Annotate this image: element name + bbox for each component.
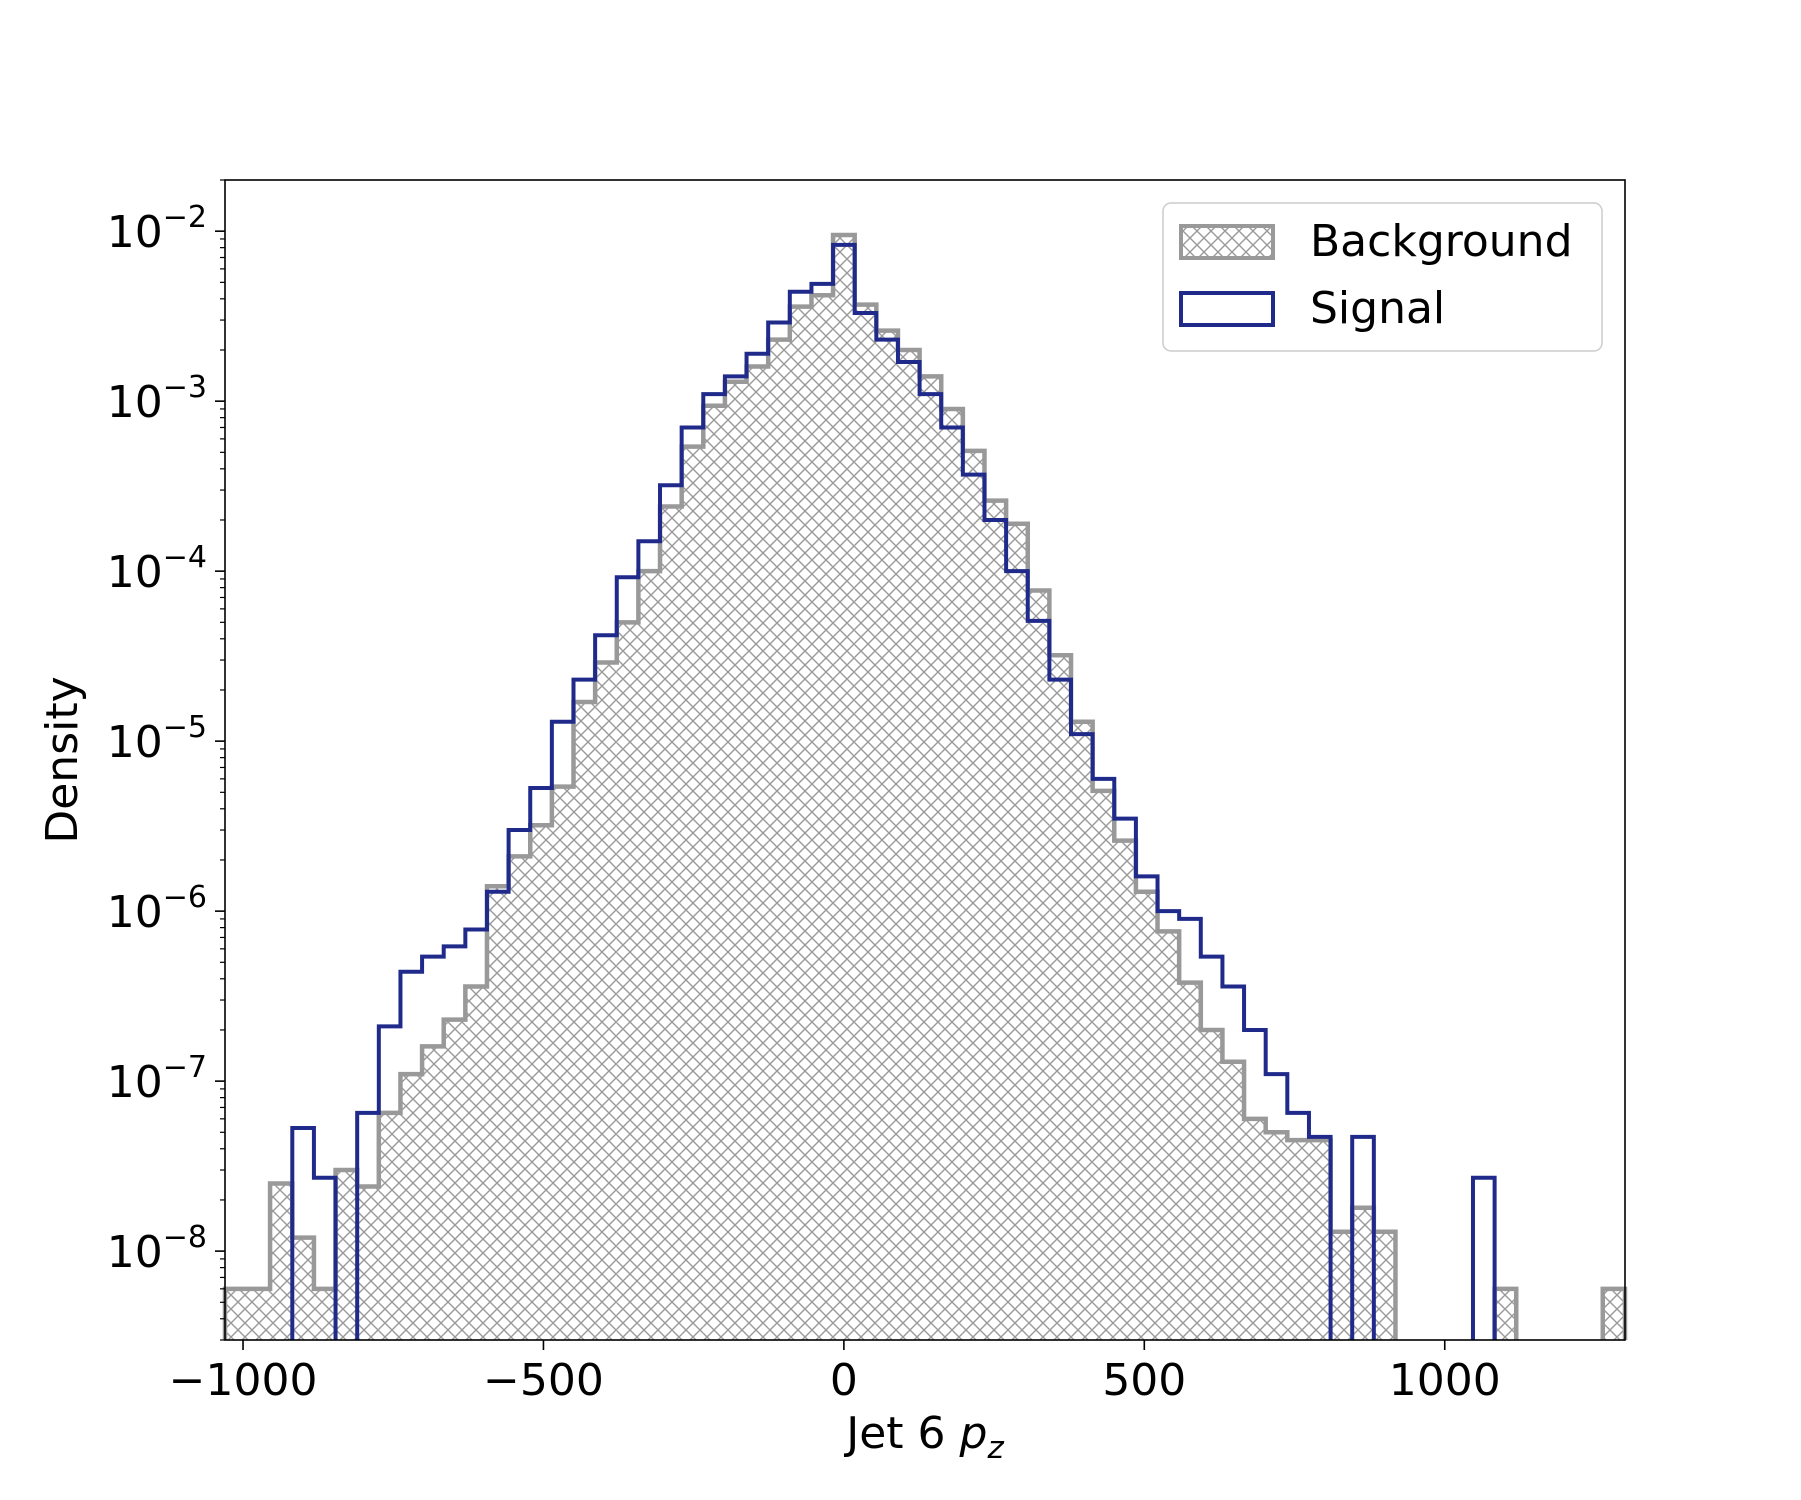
x-axis-ticks: −1000 −500 0 500 1000 bbox=[169, 1340, 1501, 1406]
background-bar bbox=[616, 622, 639, 1340]
background-bar bbox=[1071, 721, 1093, 1340]
background-bar bbox=[530, 825, 552, 1340]
background-bar bbox=[1373, 1231, 1396, 1340]
background-histogram bbox=[222, 232, 1628, 1341]
background-bar bbox=[335, 1170, 358, 1340]
background-bar bbox=[1092, 790, 1115, 1340]
background-bar bbox=[422, 1046, 444, 1340]
x-tick-label: 500 bbox=[1102, 1355, 1186, 1406]
background-bar bbox=[811, 295, 834, 1340]
x-axis-label: Jet 6 pz bbox=[843, 1408, 1004, 1466]
background-bar bbox=[681, 446, 704, 1341]
background-bar bbox=[1352, 1207, 1374, 1340]
background-bar bbox=[897, 349, 920, 1340]
y-tick-label: 10−2 bbox=[107, 200, 207, 258]
background-bar bbox=[378, 1112, 401, 1340]
background-bar bbox=[292, 1237, 314, 1340]
background-bar bbox=[1494, 1288, 1517, 1340]
background-bar bbox=[313, 1288, 336, 1340]
background-bar bbox=[1006, 523, 1028, 1340]
y-axis-ticks: 10−8 10−7 10−6 10−5 10−4 10−3 10−2 bbox=[107, 179, 225, 1341]
background-bar bbox=[1602, 1288, 1625, 1340]
y-tick-label: 10−8 bbox=[107, 1220, 207, 1278]
background-bar bbox=[660, 506, 682, 1341]
background-bar bbox=[270, 1183, 293, 1340]
background-bar bbox=[962, 450, 985, 1340]
background-bar bbox=[1027, 590, 1050, 1340]
background-bar bbox=[357, 1186, 379, 1340]
background-bar bbox=[1287, 1140, 1309, 1340]
background-bar bbox=[941, 408, 963, 1340]
y-tick-label: 10−3 bbox=[107, 370, 207, 428]
plot-frame bbox=[224, 179, 1626, 1341]
background-bar bbox=[1222, 1061, 1245, 1340]
background-bar bbox=[1330, 1231, 1353, 1340]
background-bar bbox=[833, 234, 855, 1341]
background-bar bbox=[508, 856, 531, 1340]
background-bar bbox=[486, 886, 509, 1340]
background-bar bbox=[746, 366, 769, 1340]
x-tick-label: −1000 bbox=[169, 1355, 318, 1406]
y-tick-label: 10−6 bbox=[107, 880, 207, 938]
background-bar bbox=[703, 405, 725, 1340]
background-bar bbox=[595, 662, 617, 1340]
legend-swatch-signal bbox=[1179, 291, 1275, 327]
background-bar bbox=[768, 339, 790, 1340]
x-tick-label: 1000 bbox=[1389, 1355, 1501, 1406]
background-bar bbox=[789, 306, 812, 1340]
background-bar bbox=[854, 304, 877, 1341]
background-bar bbox=[638, 571, 661, 1340]
background-bar bbox=[1114, 840, 1136, 1340]
x-tick-label: 0 bbox=[830, 1355, 858, 1406]
background-bar bbox=[1265, 1132, 1288, 1340]
background-bar bbox=[1157, 931, 1180, 1340]
background-bar bbox=[724, 381, 747, 1340]
background-bar bbox=[443, 1019, 466, 1340]
legend-label-signal: Signal bbox=[1310, 283, 1445, 334]
background-bar bbox=[400, 1074, 423, 1340]
legend: Background Signal bbox=[1162, 202, 1603, 352]
y-tick-label: 10−5 bbox=[107, 710, 207, 768]
background-bar bbox=[1308, 1140, 1331, 1340]
background-bar bbox=[1200, 1029, 1223, 1340]
background-bar bbox=[1135, 891, 1158, 1340]
y-tick-label: 10−4 bbox=[107, 540, 207, 598]
background-bar bbox=[573, 701, 596, 1340]
legend-swatch-background bbox=[1179, 224, 1275, 260]
signal-outline bbox=[290, 242, 1497, 1340]
background-bar bbox=[1244, 1118, 1266, 1340]
y-axis-label: Density bbox=[37, 676, 88, 843]
background-bar bbox=[984, 500, 1007, 1340]
background-bar bbox=[1049, 655, 1072, 1340]
signal-histogram bbox=[290, 242, 1497, 1340]
background-bar bbox=[225, 1288, 271, 1340]
background-bar bbox=[876, 330, 898, 1341]
background-bar bbox=[551, 786, 574, 1340]
background-bar bbox=[1179, 982, 1201, 1340]
background-bar bbox=[919, 376, 942, 1341]
background-bar bbox=[465, 986, 487, 1340]
y-tick-label: 10−7 bbox=[107, 1050, 207, 1108]
x-tick-label: −500 bbox=[483, 1355, 604, 1406]
legend-label-background: Background bbox=[1310, 216, 1573, 267]
